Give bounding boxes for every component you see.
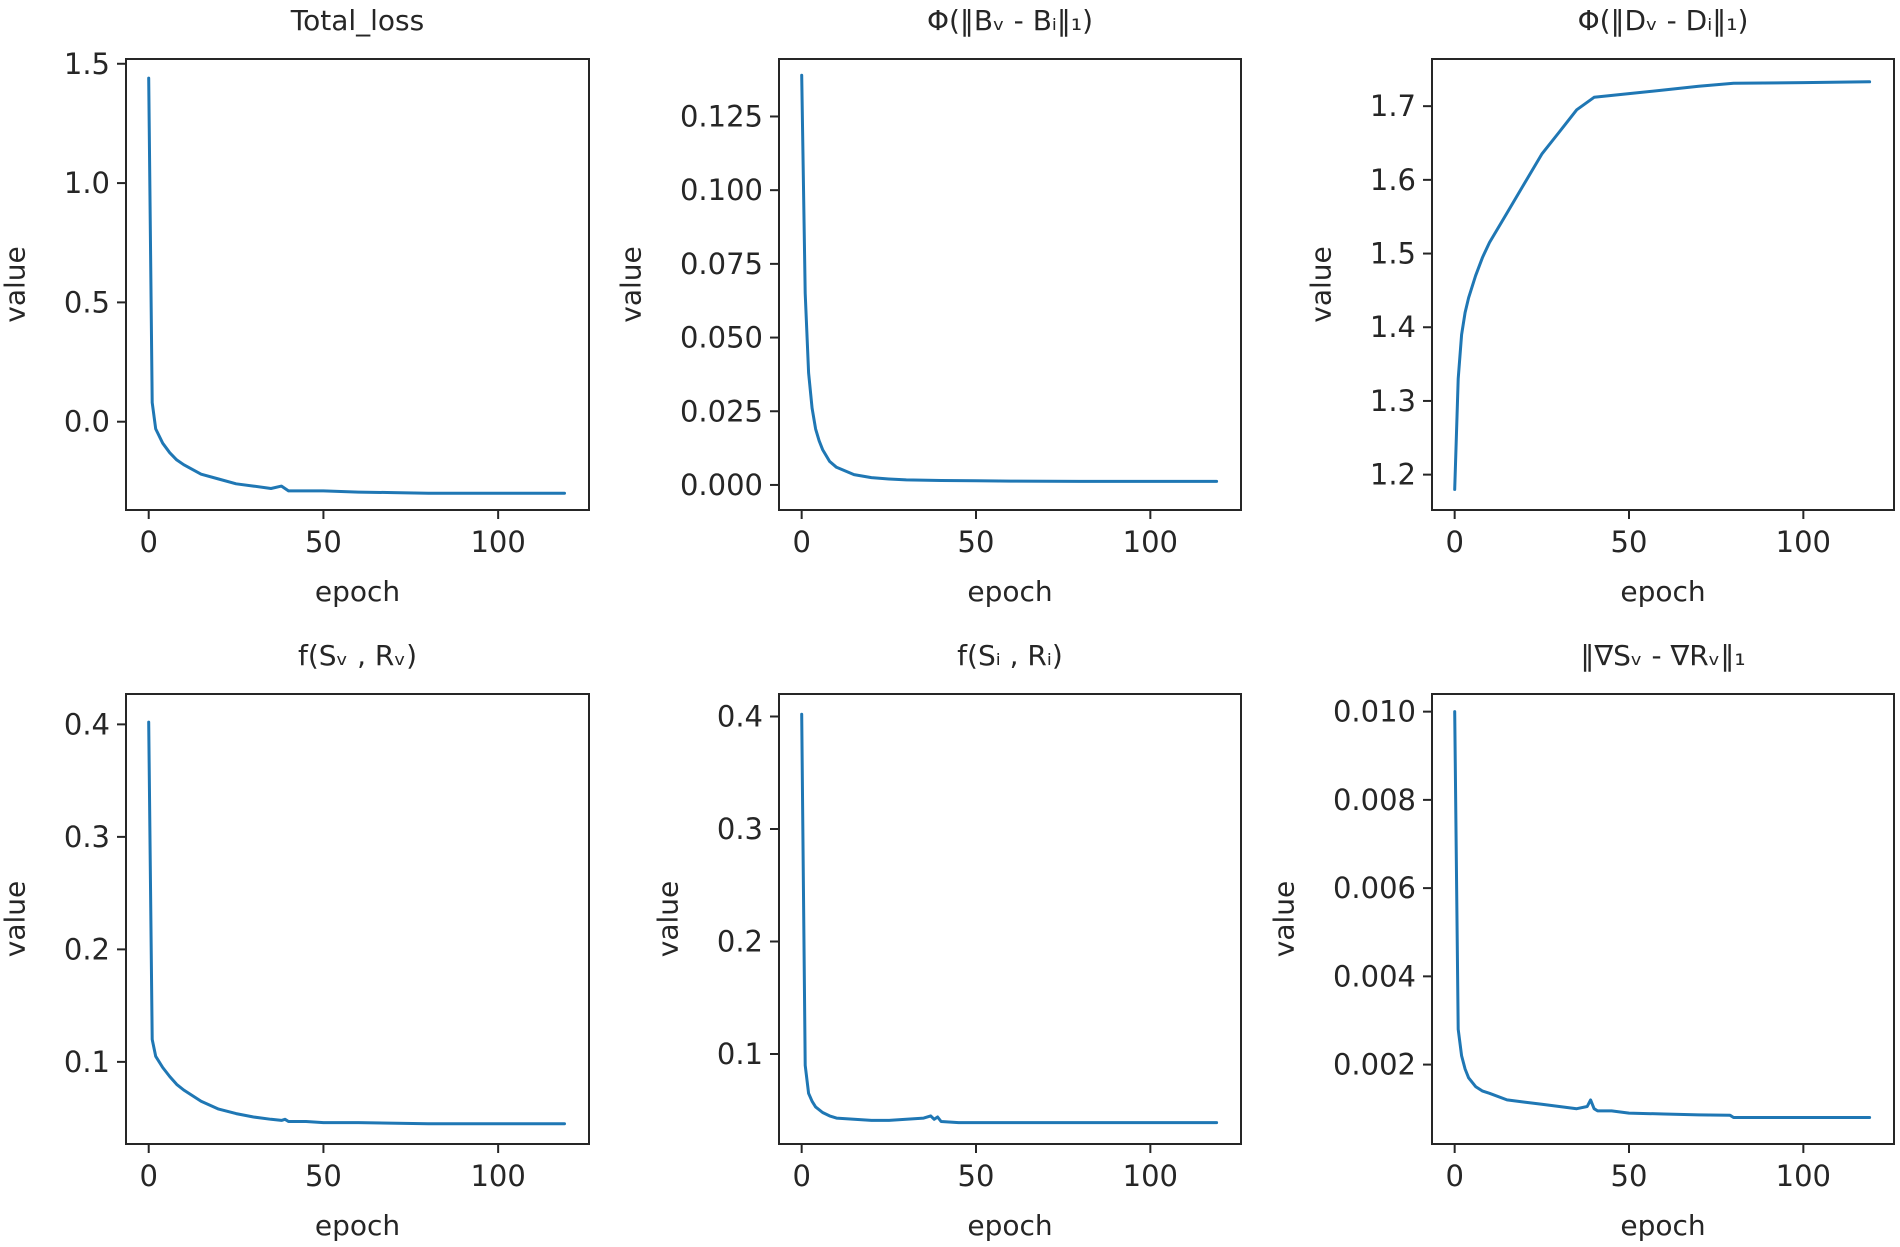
- x-tick-label: 100: [1776, 1159, 1831, 1193]
- y-tick-label: 0.2: [64, 932, 110, 966]
- x-axis-label: epoch: [967, 575, 1052, 608]
- y-tick-label: 1.4: [1370, 310, 1416, 344]
- y-tick-label: 0.100: [680, 173, 763, 207]
- x-tick-label: 50: [1611, 525, 1648, 559]
- y-tick-label: 0.010: [1333, 695, 1416, 729]
- x-axis-label: epoch: [1620, 1209, 1705, 1242]
- x-tick-label: 100: [1776, 525, 1831, 559]
- series-line-1: [800, 712, 1219, 1125]
- plot-frame: [778, 58, 1242, 511]
- y-tick-label: 0.006: [1333, 871, 1416, 905]
- series-line-1: [147, 720, 566, 1126]
- y-tick-label: 0.004: [1333, 959, 1416, 993]
- y-tick-label: 0.2: [717, 925, 763, 959]
- x-tick-label: 100: [1123, 1159, 1178, 1193]
- x-axis-label: epoch: [967, 1209, 1052, 1242]
- plot-frame: [1431, 693, 1895, 1145]
- y-tick-label: 1.3: [1370, 384, 1416, 418]
- x-tick-label: 0: [792, 525, 810, 559]
- x-tick-label: 50: [305, 1159, 342, 1193]
- chart-panel-4: 0 50 100 0.1 0.2 0.3 0.4 f(Sᵥ , Rᵥ) epoch value: [0, 639, 590, 1242]
- chart-title: f(Sᵢ , Rᵢ): [957, 639, 1063, 672]
- y-tick-label: 0.4: [717, 700, 763, 734]
- chart-title: Φ(‖Bᵥ - Bᵢ‖₁): [927, 4, 1093, 37]
- x-axis-label: epoch: [315, 1209, 400, 1242]
- plot-frame: [125, 58, 590, 511]
- chart-panel-3: 0 50 100 1.2 1.3 1.4 1.5 1.6 1.7 Φ(‖Dᵥ - Dᵢ‖₁) epo…: [1305, 4, 1895, 608]
- y-axis-label: value: [652, 881, 685, 957]
- x-tick-label: 0: [1445, 1159, 1463, 1193]
- x-tick-label: 50: [958, 1159, 995, 1193]
- y-tick-label: 0.075: [680, 247, 763, 281]
- x-axis-label: epoch: [1620, 575, 1705, 608]
- chart-panel-5: 0 50 100 0.1 0.2 0.3 0.4 f(Sᵢ , Rᵢ) epoch value: [652, 639, 1242, 1242]
- y-tick-label: 0.025: [680, 394, 763, 428]
- y-tick-label: 1.6: [1370, 163, 1416, 197]
- x-tick-label: 0: [139, 1159, 157, 1193]
- plot-frame: [1431, 58, 1895, 511]
- y-tick-label: 1.0: [64, 166, 110, 200]
- series-line-1: [147, 76, 566, 495]
- x-tick-label: 100: [470, 525, 525, 559]
- x-tick-label: 100: [1123, 525, 1178, 559]
- chart-title: Φ(‖Dᵥ - Dᵢ‖₁): [1578, 4, 1749, 37]
- y-tick-label: 0.0: [64, 405, 110, 439]
- y-axis-label: value: [615, 246, 648, 322]
- y-tick-label: 0.000: [680, 468, 763, 502]
- series-line-1: [1453, 710, 1872, 1119]
- y-tick-label: 0.1: [64, 1045, 110, 1079]
- y-tick-label: 0.008: [1333, 783, 1416, 817]
- y-tick-label: 0.125: [680, 99, 763, 133]
- chart-panel-2: 0 50 100 0.000 0.025 0.050 0.075 0.100 0.125 Φ(‖B…: [615, 4, 1242, 608]
- x-tick-label: 50: [958, 525, 995, 559]
- y-tick-label: 1.5: [64, 47, 110, 81]
- chart-title: Total_loss: [290, 4, 424, 37]
- y-tick-label: 0.3: [64, 820, 110, 854]
- chart-panel-6: 0 50 100 0.002 0.004 0.006 0.008 0.010 ‖∇Sᵥ - ∇R…: [1268, 639, 1895, 1242]
- y-tick-label: 0.002: [1333, 1048, 1416, 1082]
- y-axis-label: value: [0, 881, 32, 957]
- y-tick-label: 0.050: [680, 321, 763, 355]
- plot-frame: [778, 693, 1242, 1145]
- series-line-1: [800, 73, 1219, 483]
- y-tick-label: 0.5: [64, 285, 110, 319]
- y-axis-label: value: [1305, 246, 1338, 322]
- chart-title: ‖∇Sᵥ - ∇Rᵥ‖₁: [1580, 639, 1745, 672]
- x-tick-label: 0: [139, 525, 157, 559]
- y-axis-label: value: [0, 246, 32, 322]
- y-tick-label: 1.7: [1370, 89, 1416, 123]
- plot-frame: [125, 693, 590, 1145]
- y-tick-label: 0.3: [717, 812, 763, 846]
- y-axis-label: value: [1268, 881, 1301, 957]
- x-tick-label: 0: [1445, 525, 1463, 559]
- series-line-1: [1453, 80, 1872, 491]
- x-tick-label: 50: [1611, 1159, 1648, 1193]
- x-tick-label: 50: [305, 525, 342, 559]
- x-tick-label: 0: [792, 1159, 810, 1193]
- y-tick-label: 0.4: [64, 707, 110, 741]
- y-tick-label: 1.5: [1370, 237, 1416, 271]
- y-tick-label: 0.1: [717, 1037, 763, 1071]
- y-tick-label: 1.2: [1370, 458, 1416, 492]
- x-axis-label: epoch: [315, 575, 400, 608]
- chart-title: f(Sᵥ , Rᵥ): [298, 639, 417, 672]
- x-tick-label: 100: [470, 1159, 525, 1193]
